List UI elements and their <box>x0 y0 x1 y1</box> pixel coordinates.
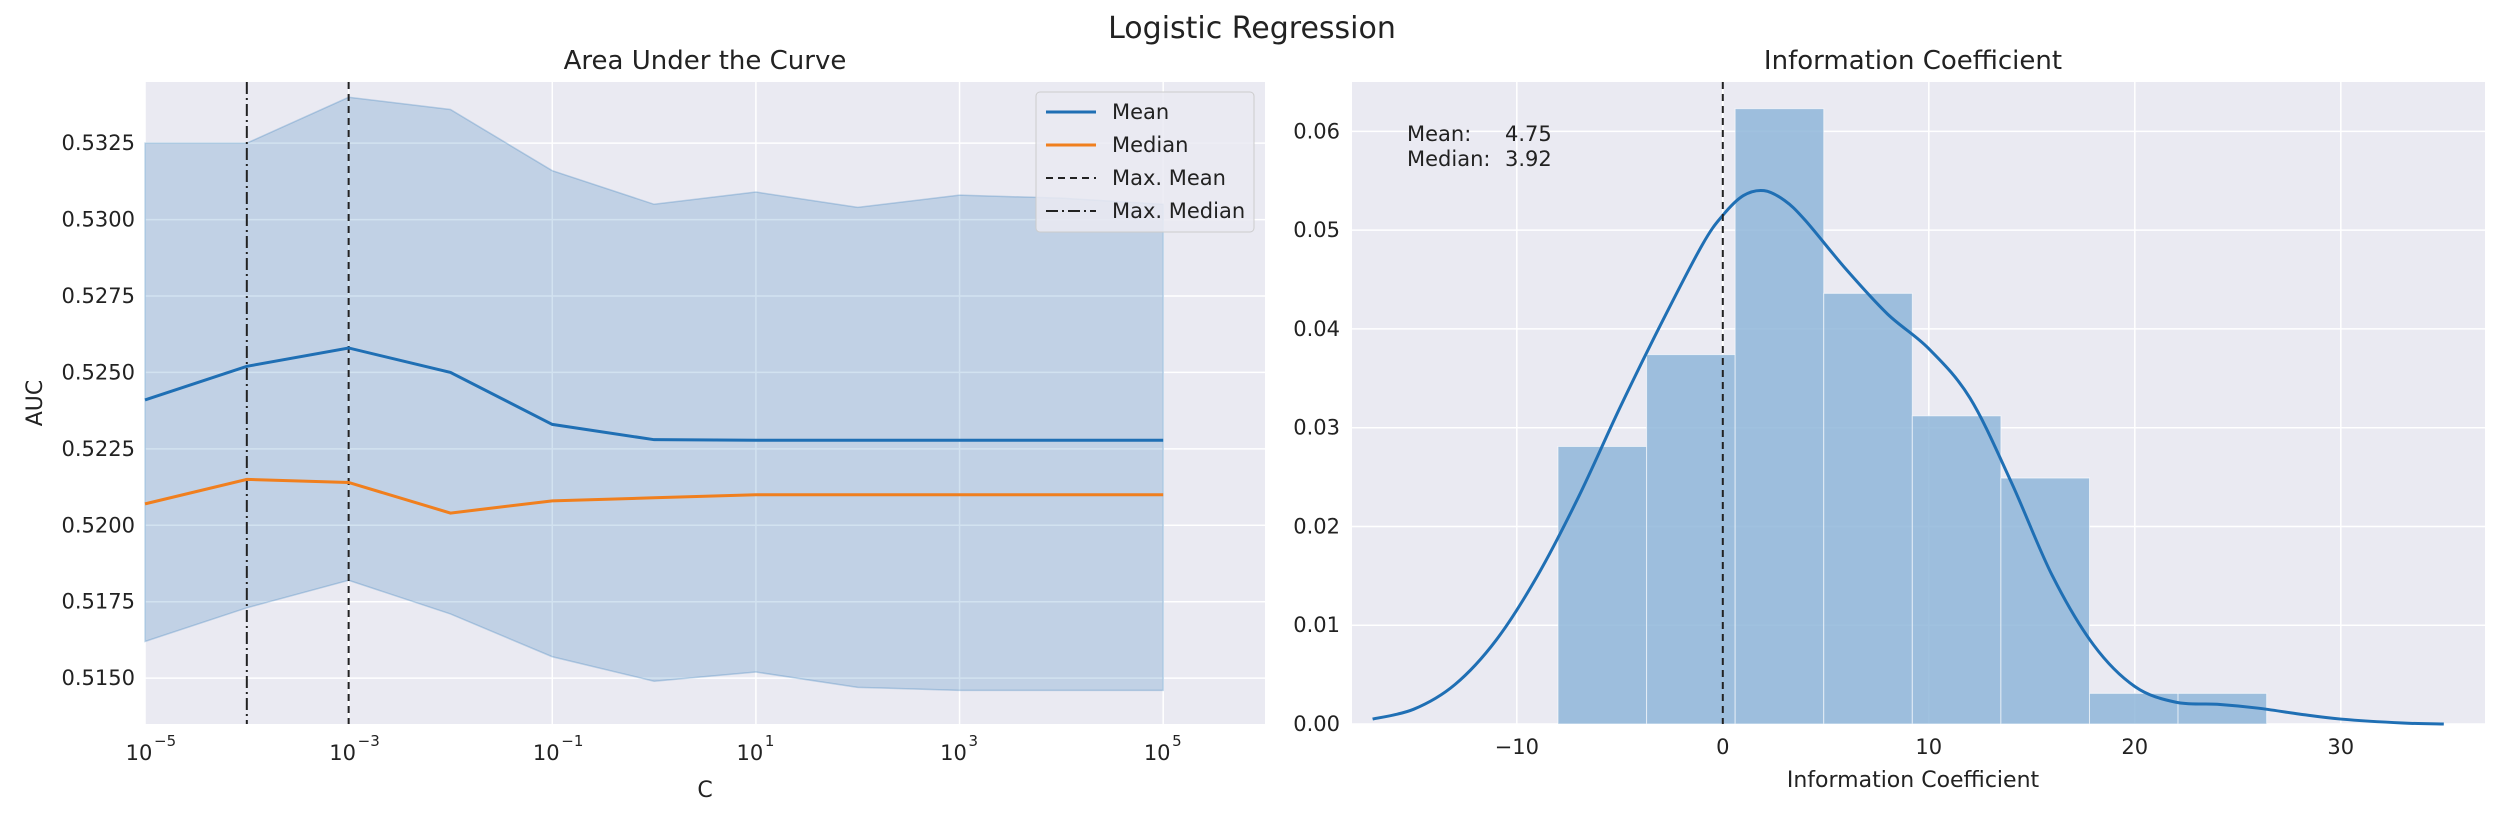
auc-x-tick-exponent: −3 <box>358 732 380 750</box>
ic-median-label: Median: <box>1407 147 1490 171</box>
auc-x-tick-labels: 10 −5 10 −3 10 −1 10 1 10 3 10 5 <box>126 732 1182 765</box>
auc-x-axis-label: C <box>697 778 712 803</box>
auc-x-tick-exponent: 3 <box>969 732 979 750</box>
auc-x-tick: 10 <box>126 741 153 765</box>
auc-y-tick: 0.5300 <box>62 208 135 232</box>
ic-x-tick: 10 <box>1915 735 1942 759</box>
histogram-bar <box>2088 692 2179 725</box>
ic-y-tick: 0.00 <box>1293 712 1340 736</box>
ic-x-tick: 30 <box>2327 735 2354 759</box>
kde-line <box>1372 188 2444 726</box>
histogram-bar <box>2000 477 2090 725</box>
ic-y-tick: 0.03 <box>1293 416 1340 440</box>
auc-x-tick: 10 <box>329 741 356 765</box>
ic-title: Information Coefficient <box>1764 46 2062 76</box>
histogram-bar <box>1646 354 1736 725</box>
auc-x-tick: 10 <box>533 741 560 765</box>
histogram-bar <box>1823 292 1913 725</box>
auc-x-tick-exponent: 5 <box>1172 732 1182 750</box>
histogram-bar <box>1911 415 2002 725</box>
auc-gridlines <box>144 82 1265 724</box>
auc-y-tick: 0.5225 <box>62 437 135 461</box>
ic-mean-label: Mean: <box>1407 122 1471 146</box>
legend-mean-label: Mean <box>1112 100 1169 124</box>
auc-x-tick: 10 <box>737 741 764 765</box>
auc-series-lines <box>144 346 1164 515</box>
legend-max-mean-label: Max. Mean <box>1112 166 1226 190</box>
auc-y-tick: 0.5250 <box>62 360 135 384</box>
ic-y-tick: 0.02 <box>1293 514 1340 538</box>
mean-line <box>144 346 1164 442</box>
legend-frame <box>1035 91 1255 233</box>
ic-panel: 0.000.010.020.030.040.050.06 −10 0 10 20 30 … <box>1293 46 2485 793</box>
histogram-bar <box>1734 108 1825 725</box>
auc-x-tick: 10 <box>940 741 967 765</box>
histogram-bar <box>1557 445 1648 725</box>
auc-y-tick-labels: 0.5150 0.5175 0.5200 0.5225 0.5250 0.5275 0.53… <box>62 131 135 690</box>
ic-x-axis-label: Information Coefficient <box>1787 768 2040 793</box>
ic-kde-curve <box>1372 188 2444 726</box>
ic-stats-box: Mean: 4.75 Median: 3.92 <box>1407 122 1552 171</box>
auc-y-tick: 0.5200 <box>62 513 135 537</box>
auc-legend: Mean Median Max. Mean Max. Median <box>1035 91 1255 233</box>
ic-x-tick: 0 <box>1716 735 1729 759</box>
auc-y-tick: 0.5275 <box>62 284 135 308</box>
ic-median-value: 3.92 <box>1505 147 1552 171</box>
ic-mean-value: 4.75 <box>1505 122 1552 146</box>
auc-y-tick: 0.5150 <box>62 666 135 690</box>
auc-y-tick: 0.5175 <box>62 590 135 614</box>
auc-x-tick: 10 <box>1144 741 1171 765</box>
ic-y-tick: 0.05 <box>1293 218 1340 242</box>
ic-y-tick-labels: 0.00 0.01 0.02 0.03 0.04 0.05 0.06 <box>1293 119 1340 736</box>
median-line <box>144 477 1164 515</box>
auc-x-tick-exponent: 1 <box>765 732 775 750</box>
auc-title: Area Under the Curve <box>564 46 847 76</box>
legend-max-median-label: Max. Median <box>1112 199 1245 223</box>
legend-median-label: Median <box>1112 133 1188 157</box>
ic-y-tick: 0.01 <box>1293 613 1340 637</box>
auc-band-area <box>144 96 1164 692</box>
auc-y-tick: 0.5325 <box>62 131 135 155</box>
ic-y-tick: 0.04 <box>1293 317 1340 341</box>
auc-reference-lines <box>245 82 350 724</box>
ic-x-tick: −10 <box>1495 735 1539 759</box>
ic-x-tick: 20 <box>2121 735 2148 759</box>
ic-x-tick-labels: −10 0 10 20 30 <box>1495 735 2355 759</box>
auc-y-axis-label: AUC <box>23 380 48 427</box>
auc-confidence-band <box>144 96 1164 692</box>
ic-histogram <box>1557 108 2268 725</box>
figure-title: Logistic Regression <box>1108 11 1396 46</box>
auc-x-tick-exponent: −5 <box>154 732 176 750</box>
ic-y-tick: 0.06 <box>1293 119 1340 143</box>
auc-panel: 0.5150 0.5175 0.5200 0.5225 0.5250 0.5275 0.53… <box>23 46 1265 803</box>
auc-x-tick-exponent: −1 <box>561 732 583 750</box>
